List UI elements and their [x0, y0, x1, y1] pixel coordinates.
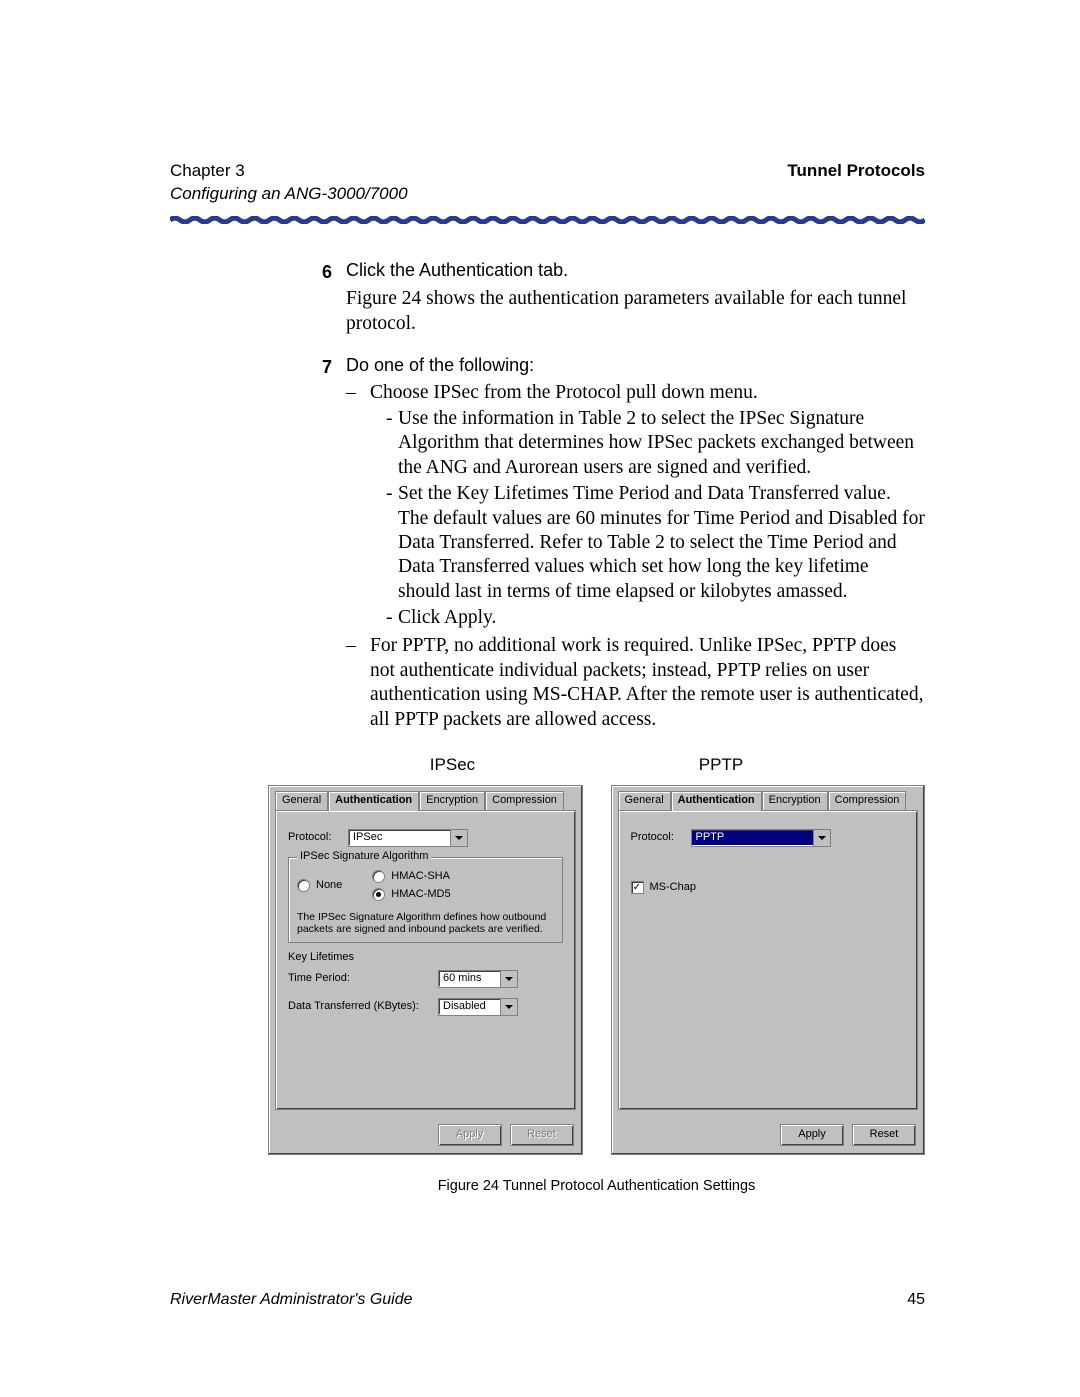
- figure-caption-lead: Figure 24: [438, 1178, 499, 1194]
- step-6-paragraph: Figure 24 shows the authentication param…: [346, 287, 925, 336]
- dash-icon: -: [386, 482, 398, 604]
- bullet-text: Choose IPSec from the Protocol pull down…: [370, 381, 925, 405]
- apply-button[interactable]: Apply: [780, 1124, 844, 1146]
- panels-row: General Authentication Encryption Compre…: [268, 785, 925, 1155]
- radio-icon: [372, 870, 385, 883]
- subbullet-text: Use the information in Table 2 to select…: [398, 407, 925, 480]
- chevron-down-icon: [813, 830, 830, 846]
- dash-icon: -: [386, 407, 398, 480]
- time-period-combo[interactable]: 60 mins: [438, 970, 518, 988]
- chevron-down-icon: [500, 971, 517, 987]
- footer-page-number: 45: [907, 1291, 925, 1309]
- radio-hmac-md5-label: HMAC-MD5: [391, 888, 450, 902]
- page-footer: RiverMaster Administrator's Guide 45: [170, 1291, 925, 1309]
- tab-encryption[interactable]: Encryption: [762, 791, 828, 811]
- time-period-row: Time Period: 60 mins: [288, 970, 563, 988]
- protocol-combo[interactable]: PPTP: [691, 829, 831, 847]
- radio-none[interactable]: None: [297, 870, 342, 902]
- tab-encryption[interactable]: Encryption: [419, 791, 485, 811]
- protocol-row: Protocol: PPTP: [631, 829, 906, 847]
- reset-button[interactable]: Reset: [510, 1124, 574, 1146]
- step-7-subbullet-a: - Use the information in Table 2 to sele…: [386, 407, 925, 480]
- chapter-subtitle: Configuring an ANG-3000/7000: [170, 183, 408, 206]
- step-6: 6 Click the Authentication tab. Figure 2…: [298, 259, 925, 336]
- subbullet-text: Click Apply.: [398, 606, 925, 630]
- figure-24-panels: IPSec PPTP General Authentication Encryp…: [268, 754, 925, 1195]
- protocol-label: Protocol:: [631, 831, 691, 845]
- tab-compression[interactable]: Compression: [828, 791, 907, 811]
- button-bar: Apply Reset: [780, 1124, 916, 1146]
- tab-general[interactable]: General: [275, 791, 328, 811]
- radio-hmac-sha[interactable]: HMAC-SHA: [372, 870, 450, 884]
- panel-label-pptp: PPTP: [699, 754, 743, 775]
- panel-labels: IPSec PPTP: [268, 754, 925, 785]
- data-transferred-combo[interactable]: Disabled: [438, 998, 518, 1016]
- radio-icon: [372, 888, 385, 901]
- radio-hmac-sha-label: HMAC-SHA: [391, 870, 450, 884]
- step-6-body: Click the Authentication tab. Figure 24 …: [346, 259, 925, 336]
- tabstrip: General Authentication Encryption Compre…: [269, 786, 582, 810]
- figure-caption-text: Tunnel Protocol Authentication Settings: [499, 1178, 755, 1194]
- mschap-checkbox-row[interactable]: ✓ MS-Chap: [631, 881, 906, 895]
- step-7-body: Do one of the following: – Choose IPSec …: [346, 354, 925, 732]
- tabstrip: General Authentication Encryption Compre…: [612, 786, 925, 810]
- tab-page: Protocol: IPSec IPSec Signature Algorith…: [275, 810, 576, 1110]
- data-transferred-value: Disabled: [439, 1000, 500, 1014]
- signature-help-text: The IPSec Signature Algorithm defines ho…: [297, 911, 554, 935]
- protocol-value: IPSec: [349, 831, 450, 845]
- group-legend: IPSec Signature Algorithm: [297, 850, 431, 864]
- tab-authentication[interactable]: Authentication: [328, 791, 419, 811]
- time-period-value: 60 mins: [439, 972, 500, 986]
- header-left: Chapter 3 Configuring an ANG-3000/7000: [170, 160, 408, 206]
- tab-general[interactable]: General: [618, 791, 671, 811]
- mschap-label: MS-Chap: [650, 881, 696, 895]
- dash-icon: –: [346, 634, 370, 732]
- step-7-instruction: Do one of the following:: [346, 354, 925, 377]
- step-7-bullet-ipsec: – Choose IPSec from the Protocol pull do…: [346, 381, 925, 405]
- apply-button[interactable]: Apply: [438, 1124, 502, 1146]
- content: 6 Click the Authentication tab. Figure 2…: [170, 259, 925, 1195]
- chevron-down-icon: [450, 830, 467, 846]
- dash-icon: -: [386, 606, 398, 630]
- page: Chapter 3 Configuring an ANG-3000/7000 T…: [0, 0, 1080, 1397]
- pptp-auth-panel: General Authentication Encryption Compre…: [611, 785, 926, 1155]
- checkbox-icon: ✓: [631, 881, 644, 894]
- ipsec-auth-panel: General Authentication Encryption Compre…: [268, 785, 583, 1155]
- signature-algorithm-group: IPSec Signature Algorithm None HMAC-S: [288, 857, 563, 943]
- chevron-down-icon: [500, 999, 517, 1015]
- tab-page: Protocol: PPTP ✓ MS-Chap: [618, 810, 919, 1110]
- time-period-label: Time Period:: [288, 972, 438, 986]
- protocol-value: PPTP: [692, 831, 813, 845]
- chapter-label: Chapter 3: [170, 160, 408, 183]
- button-bar: Apply Reset: [438, 1124, 574, 1146]
- protocol-row: Protocol: IPSec: [288, 829, 563, 847]
- figure-caption: Figure 24 Tunnel Protocol Authentication…: [268, 1177, 925, 1195]
- page-header: Chapter 3 Configuring an ANG-3000/7000 T…: [170, 160, 925, 206]
- data-transferred-label: Data Transferred (KBytes):: [288, 1000, 438, 1014]
- step-6-instruction: Click the Authentication tab.: [346, 259, 925, 282]
- panel-label-ipsec: IPSec: [430, 754, 475, 775]
- step-7: 7 Do one of the following: – Choose IPSe…: [298, 354, 925, 732]
- step-6-number: 6: [298, 259, 346, 336]
- step-7-bullet-pptp: – For PPTP, no additional work is requir…: [346, 634, 925, 732]
- protocol-label: Protocol:: [288, 831, 348, 845]
- data-transferred-row: Data Transferred (KBytes): Disabled: [288, 998, 563, 1016]
- dash-icon: –: [346, 381, 370, 405]
- radio-icon: [297, 879, 310, 892]
- step-7-number: 7: [298, 354, 346, 732]
- step-7-subbullet-b: - Set the Key Lifetimes Time Period and …: [386, 482, 925, 604]
- radio-hmac-md5[interactable]: HMAC-MD5: [372, 888, 450, 902]
- header-right: Tunnel Protocols: [787, 160, 925, 206]
- key-lifetimes-label: Key Lifetimes: [288, 951, 563, 965]
- tab-authentication[interactable]: Authentication: [671, 791, 762, 811]
- bullet-text: For PPTP, no additional work is required…: [370, 634, 925, 732]
- reset-button[interactable]: Reset: [852, 1124, 916, 1146]
- tab-compression[interactable]: Compression: [485, 791, 564, 811]
- protocol-combo[interactable]: IPSec: [348, 829, 468, 847]
- subbullet-text: Set the Key Lifetimes Time Period and Da…: [398, 482, 925, 604]
- step-7-subbullet-c: - Click Apply.: [386, 606, 925, 630]
- wave-divider: [170, 216, 925, 224]
- radio-none-label: None: [316, 879, 342, 893]
- footer-guide: RiverMaster Administrator's Guide: [170, 1291, 413, 1309]
